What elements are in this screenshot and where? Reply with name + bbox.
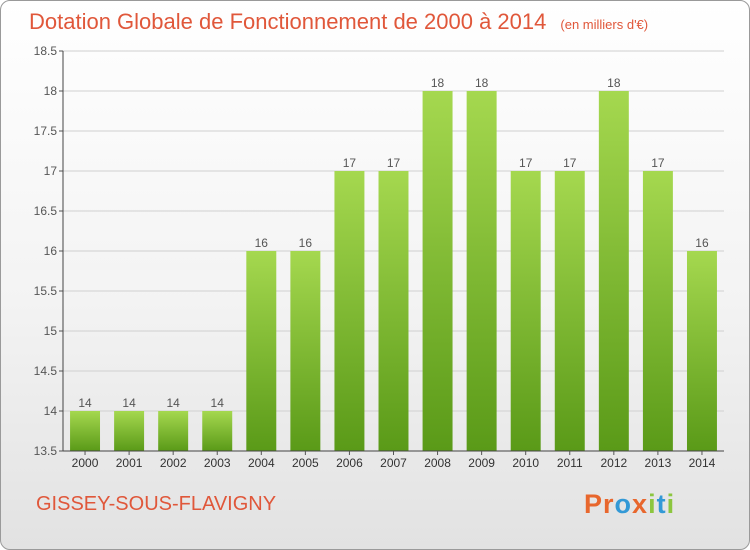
x-tick-label-2011: 2011 [557,456,583,470]
value-label-2014: 16 [695,236,709,250]
logo-letter: t [656,489,667,519]
value-label-2009: 18 [475,76,489,90]
y-tick-label: 17.5 [34,124,58,138]
bar-2005 [290,251,321,451]
value-label-2010: 17 [519,156,533,170]
logo-letter: x [632,489,649,519]
logo-letter: o [614,489,633,519]
chart-unit: (en milliers d'€) [560,17,649,32]
chart-title: Dotation Globale de Fonctionnement de 20… [29,9,648,35]
y-tick-label: 14.5 [34,364,58,378]
bar-2001 [114,411,145,451]
bar-2009 [466,91,497,451]
value-label-2003: 14 [211,396,225,410]
y-tick-label: 17 [44,164,58,178]
bar-2008 [422,91,453,451]
y-tick-label: 18 [44,84,58,98]
logo-letter: i [666,489,676,519]
y-tick-label: 16 [44,244,58,258]
bar-2004 [246,251,277,451]
x-tick-label-2000: 2000 [72,456,99,470]
y-tick-label: 18.5 [34,44,58,58]
x-tick-label-2004: 2004 [248,456,275,470]
value-label-2012: 18 [607,76,621,90]
y-tick-label: 15.5 [34,284,58,298]
chart-title-text: Dotation Globale de Fonctionnement de 20… [29,9,547,34]
y-tick-label: 14 [44,404,58,418]
bar-2014 [686,251,717,451]
x-tick-label-2006: 2006 [336,456,363,470]
logo-letter: r [603,489,615,519]
bar-2007 [378,171,409,451]
x-tick-label-2014: 2014 [689,456,716,470]
bar-2012 [598,91,629,451]
value-label-2004: 16 [255,236,269,250]
value-label-2002: 14 [166,396,180,410]
x-tick-label-2007: 2007 [380,456,407,470]
bar-2006 [334,171,365,451]
x-tick-label-2003: 2003 [204,456,231,470]
value-label-2013: 17 [651,156,665,170]
bar-2013 [642,171,673,451]
bar-2011 [554,171,585,451]
proxiti-logo: Proxiti [584,489,675,520]
value-label-2011: 17 [563,156,577,170]
bar-2003 [202,411,233,451]
x-tick-label-2013: 2013 [645,456,672,470]
x-tick-label-2012: 2012 [600,456,627,470]
bars [70,91,717,451]
value-label-2006: 17 [343,156,357,170]
x-tick-label-2009: 2009 [468,456,495,470]
logo-letter: i [648,489,657,519]
y-tick-label: 15 [44,324,58,338]
city-name: GISSEY-SOUS-FLAVIGNY [36,493,277,515]
axes [59,50,724,455]
value-label-2007: 17 [387,156,401,170]
y-tick-label: 13.5 [34,444,58,458]
bar-2010 [510,171,541,451]
x-tick-label-2005: 2005 [292,456,319,470]
bar-2002 [158,411,189,451]
bar-2000 [70,411,101,451]
x-tick-label-2002: 2002 [160,456,187,470]
x-tick-label-2010: 2010 [512,456,539,470]
logo-letter: P [584,489,604,519]
x-tick-label-2008: 2008 [424,456,451,470]
value-label-2005: 16 [299,236,313,250]
x-tick-label-2001: 2001 [116,456,143,470]
value-label-2000: 14 [78,396,92,410]
value-label-2008: 18 [431,76,445,90]
labels: 13.5 14 14.5 15 15.5 16 16.5 17 17.5 18 18.5 14 2000… [34,44,716,470]
y-tick-label: 16.5 [34,204,58,218]
value-label-2001: 14 [122,396,136,410]
